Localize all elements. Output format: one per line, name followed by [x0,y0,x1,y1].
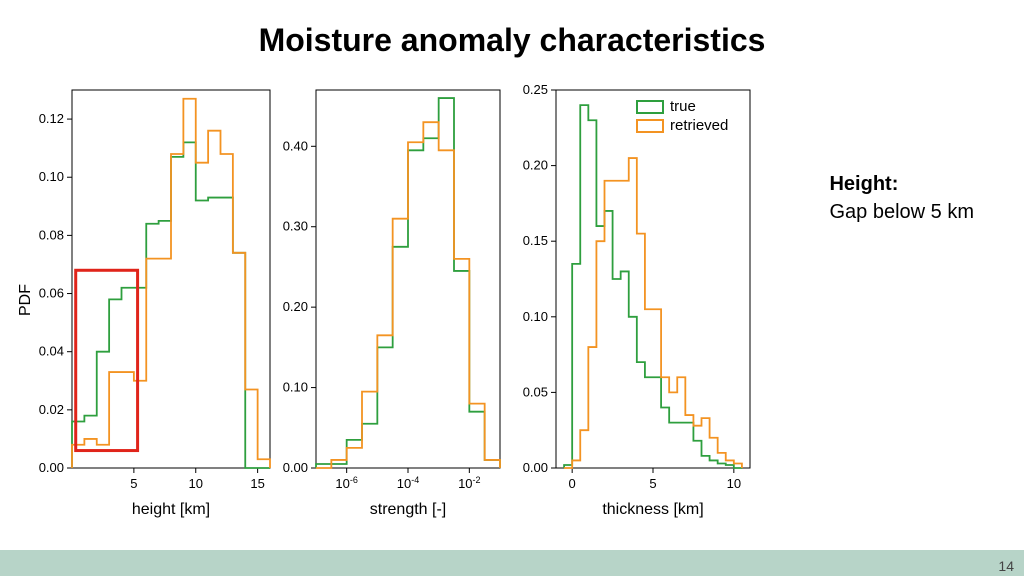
svg-text:0.00: 0.00 [39,460,64,475]
svg-text:10-6: 10-6 [335,475,357,491]
slide: Moisture anomaly characteristics PDF 0.0… [0,0,1024,576]
svg-text:thickness [km]: thickness [km] [602,501,703,518]
svg-text:10-4: 10-4 [397,475,419,491]
svg-text:0.06: 0.06 [39,286,64,301]
page-number: 14 [998,558,1014,574]
svg-text:10-2: 10-2 [458,475,480,491]
chart-thickness: 0.00 0.05 0.10 0.15 0.20 0.25 0 5 10 thickness [k… [506,80,756,520]
svg-text:height [km]: height [km] [132,501,210,518]
svg-text:0.10: 0.10 [283,380,308,395]
svg-text:15: 15 [250,476,264,491]
panel-height: PDF 0.00 0.02 0.04 0.06 0.08 0.10 0.12 5 10 15 hei… [16,80,276,520]
panel-strength: 0.00 0.10 0.20 0.30 0.40 10-6 10-4 10-2 strength… [276,80,506,520]
svg-text:strength [-]: strength [-] [370,501,446,518]
legend-item-true: true [636,98,728,115]
chart-height: 0.00 0.02 0.04 0.06 0.08 0.10 0.12 5 10 15 height … [16,80,276,520]
svg-text:0.40: 0.40 [283,138,308,153]
svg-text:0.10: 0.10 [523,309,548,324]
legend-label-true: true [670,98,696,115]
svg-text:0.00: 0.00 [283,460,308,475]
legend-item-retrieved: retrieved [636,117,728,134]
legend-swatch-retrieved [636,119,664,133]
svg-text:0.05: 0.05 [523,384,548,399]
svg-text:0.00: 0.00 [523,460,548,475]
svg-text:0.20: 0.20 [523,158,548,173]
svg-text:0.15: 0.15 [523,233,548,248]
notes-heading: Height: [829,170,974,198]
svg-text:0.08: 0.08 [39,227,64,242]
svg-text:0.25: 0.25 [523,82,548,97]
svg-text:0: 0 [569,476,576,491]
svg-text:0.10: 0.10 [39,169,64,184]
legend-swatch-true [636,100,664,114]
notes-text: Gap below 5 km [829,198,974,226]
legend-label-retrieved: retrieved [670,117,728,134]
svg-text:0.30: 0.30 [283,219,308,234]
svg-text:5: 5 [649,476,656,491]
panel-thickness: 0.00 0.05 0.10 0.15 0.20 0.25 0 5 10 thickness [k… [506,80,756,520]
svg-text:0.04: 0.04 [39,344,64,359]
slide-title: Moisture anomaly characteristics [0,22,1024,59]
ylabel-pdf: PDF [17,284,35,316]
svg-text:10: 10 [727,476,741,491]
chart-strength: 0.00 0.10 0.20 0.30 0.40 10-6 10-4 10-2 strength… [276,80,506,520]
footer-bar: 14 [0,550,1024,576]
legend: true retrieved [636,98,728,136]
svg-text:10: 10 [189,476,203,491]
svg-text:0.20: 0.20 [283,299,308,314]
svg-text:5: 5 [130,476,137,491]
notes-block: Height: Gap below 5 km [829,170,974,226]
svg-text:0.12: 0.12 [39,111,64,126]
svg-text:0.02: 0.02 [39,402,64,417]
charts-row: PDF 0.00 0.02 0.04 0.06 0.08 0.10 0.12 5 10 15 hei… [16,80,756,520]
